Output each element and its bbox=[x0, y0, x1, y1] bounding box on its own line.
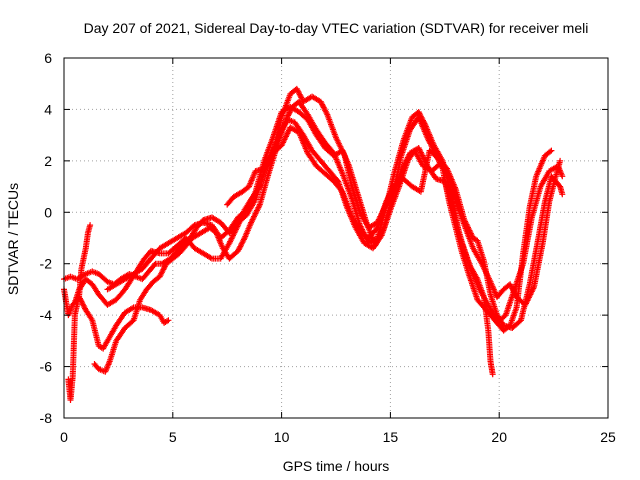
data-marks bbox=[61, 85, 566, 403]
x-tick-label: 25 bbox=[600, 429, 616, 445]
y-tick-label: -4 bbox=[40, 307, 53, 323]
x-axis-label: GPS time / hours bbox=[283, 458, 390, 474]
x-tick-label: 5 bbox=[169, 429, 177, 445]
y-tick-label: 0 bbox=[44, 204, 52, 220]
x-tick-label: 20 bbox=[491, 429, 507, 445]
y-tick-label: -6 bbox=[40, 359, 53, 375]
series-track-g bbox=[104, 103, 566, 326]
axis-ticks: 0 5 10 15 20 25 -8 -6 -4 -2 0 2 4 6 bbox=[40, 50, 616, 445]
plot-frame bbox=[63, 57, 609, 419]
y-tick-label: 6 bbox=[44, 50, 52, 66]
y-tick-label: 2 bbox=[44, 153, 52, 169]
chart-title: Day 207 of 2021, Sidereal Day-to-day VTE… bbox=[84, 20, 589, 36]
y-axis-label: SDTVAR / TECUs bbox=[5, 183, 21, 295]
y-tick-label: 4 bbox=[44, 101, 52, 117]
x-tick-label: 0 bbox=[60, 429, 68, 445]
y-tick-label: -8 bbox=[40, 410, 53, 426]
y-tick-label: -2 bbox=[40, 256, 53, 272]
x-tick-label: 15 bbox=[383, 429, 399, 445]
x-tick-label: 10 bbox=[274, 429, 290, 445]
